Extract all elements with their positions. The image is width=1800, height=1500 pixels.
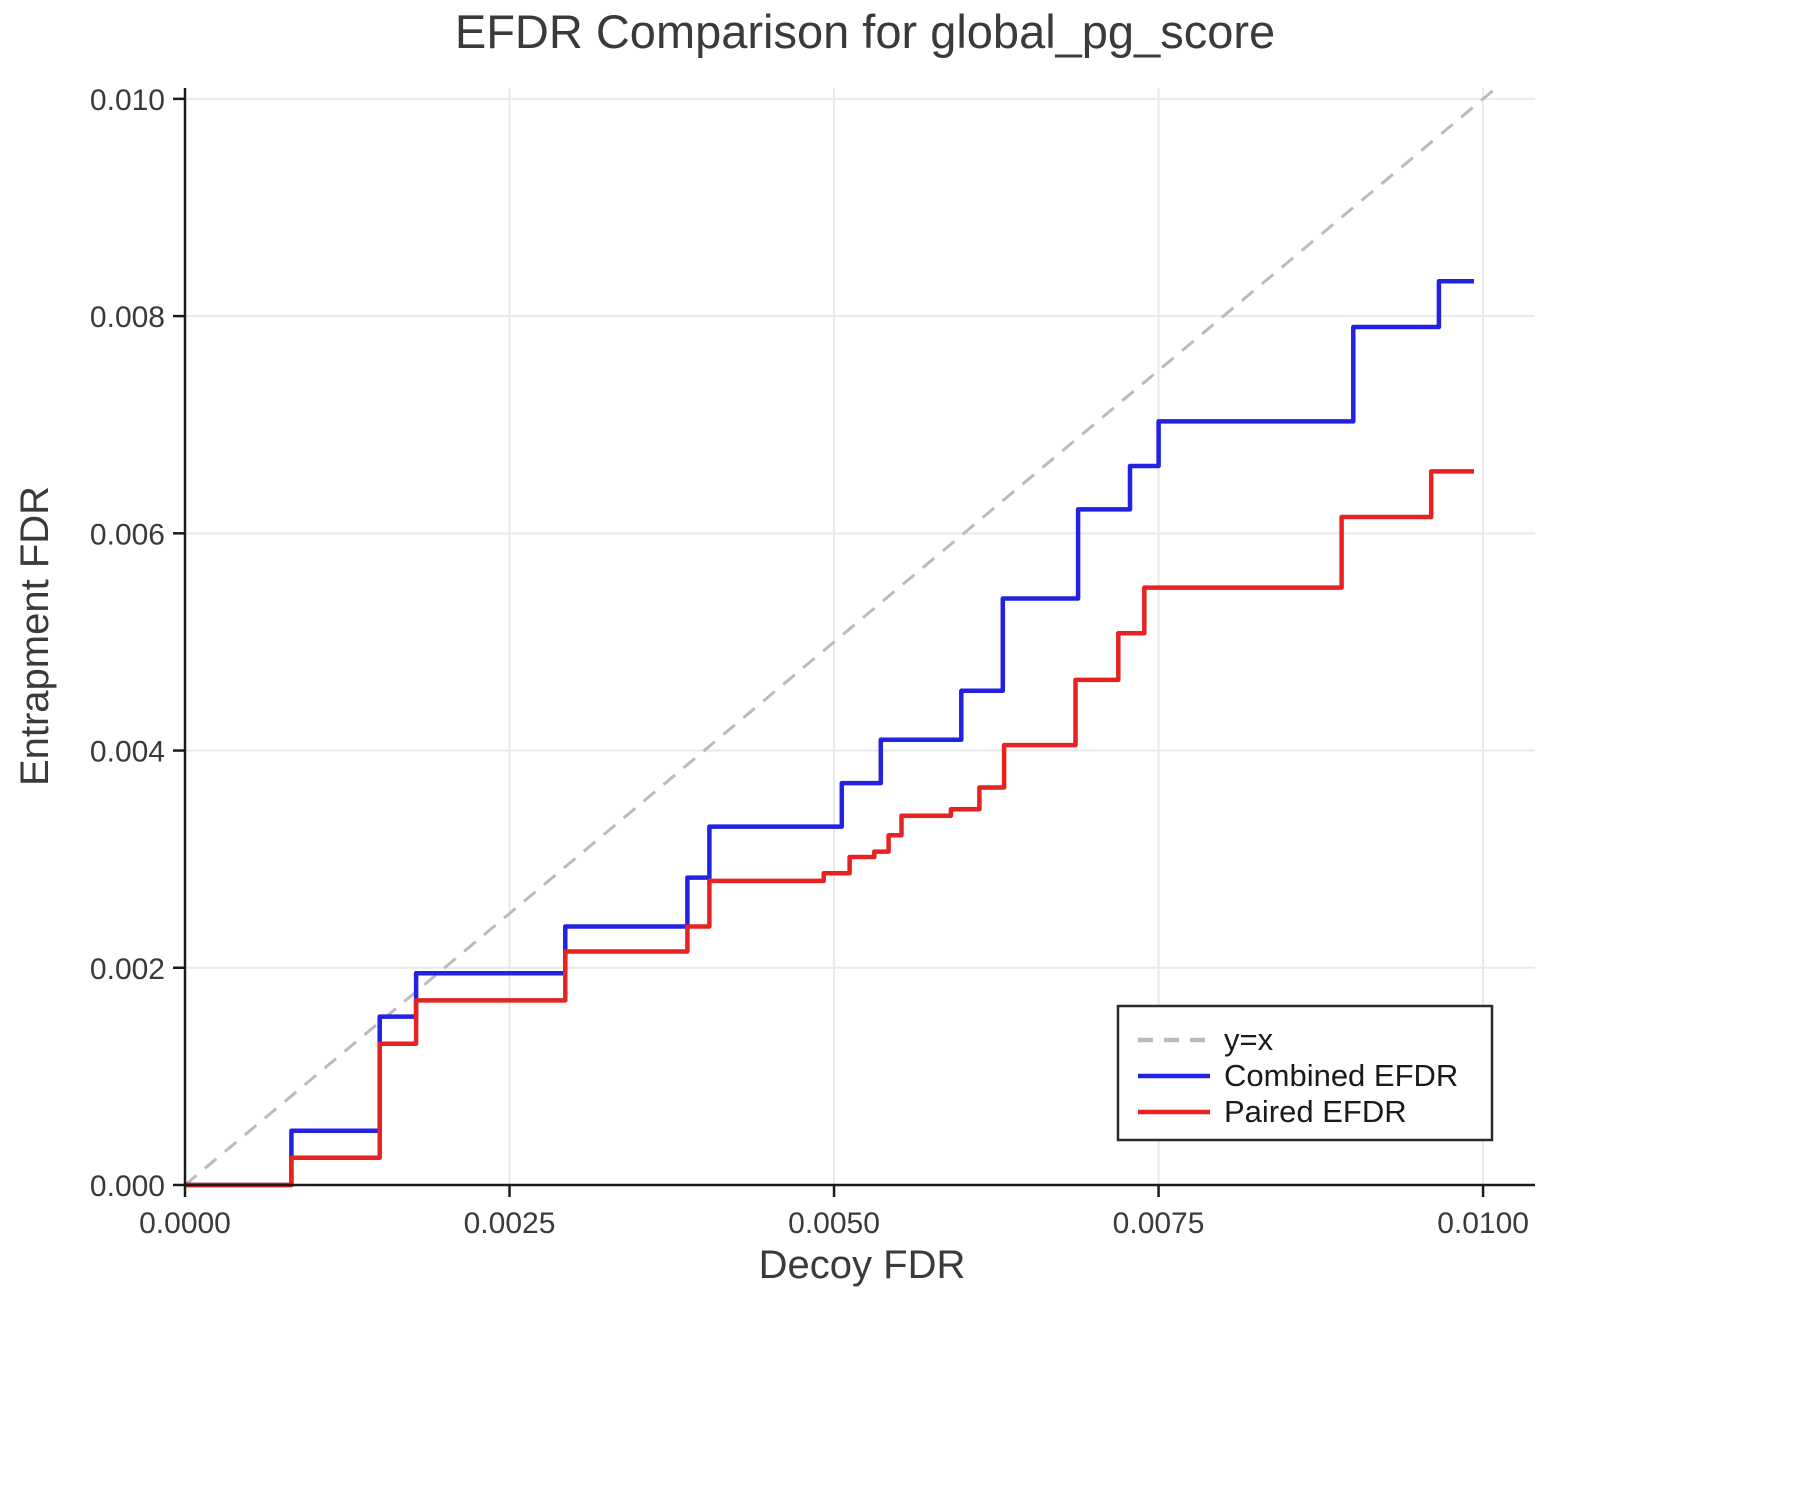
x-tick-label: 0.0075	[1113, 1207, 1205, 1240]
y-tick-label: 0.008	[90, 301, 165, 334]
x-tick-label: 0.0025	[464, 1207, 556, 1240]
y-tick-label: 0.010	[90, 84, 165, 117]
chart-title: EFDR Comparison for global_pg_score	[455, 5, 1275, 58]
plot-render-root: 0.0000 0.0025 0.0050 0.0075 0.0100 0.000 0.002…	[90, 84, 1535, 1240]
legend-box	[1116, 1004, 1494, 1142]
y-axis-label: Entrapment FDR	[13, 486, 57, 786]
y-tick-label: 0.000	[90, 1170, 165, 1203]
legend-entry-paired-efdr-label: Paired EFDR	[1224, 1094, 1407, 1129]
x-tick-label: 0.0050	[788, 1207, 880, 1240]
y-tick-label: 0.004	[90, 736, 165, 769]
y-tick-label: 0.002	[90, 953, 165, 986]
legend-entry-y-equals-x-label: y=x	[1224, 1022, 1274, 1057]
x-axis-label: Decoy FDR	[759, 1243, 966, 1287]
x-tick-label: 0.0000	[139, 1207, 231, 1240]
x-tick-label: 0.0100	[1437, 1207, 1529, 1240]
legend-entry-combined-efdr-label: Combined EFDR	[1224, 1058, 1458, 1093]
y-tick-label: 0.006	[90, 518, 165, 551]
paired-efdr-line	[185, 469, 1474, 1188]
